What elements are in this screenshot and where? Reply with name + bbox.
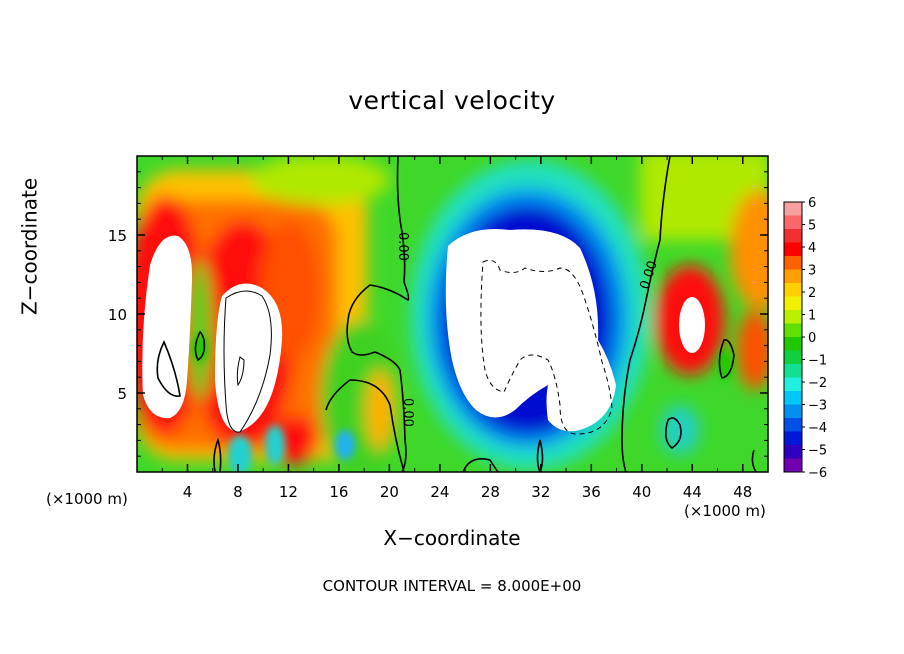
contour-lines xyxy=(156,156,757,472)
colorbar-label: 2 xyxy=(808,286,816,301)
colorbar-label: 5 xyxy=(808,219,816,234)
colorbar-swatch xyxy=(784,404,802,419)
colorbar-swatch xyxy=(784,283,802,297)
x-tick-label: 48 xyxy=(733,483,752,501)
x-tick-label: 44 xyxy=(683,483,702,501)
x-tick-label: 40 xyxy=(632,483,651,501)
colorbar-label: −4 xyxy=(808,421,827,436)
colorbar-label: −3 xyxy=(808,399,827,414)
colorbar-swatch xyxy=(784,256,802,270)
colorbar: 6 5 4 3 2 1 0 −1 −2 −3 −4 −5 −6 xyxy=(783,196,827,481)
x-tick-label: 4 xyxy=(183,483,193,501)
colorbar-swatch xyxy=(784,391,802,405)
x-tick-label: 28 xyxy=(481,483,500,501)
x-tick-label: 12 xyxy=(279,483,298,501)
contour-label: 0.00 xyxy=(395,232,410,261)
x-tick-label: 16 xyxy=(329,483,348,501)
colorbar-swatch xyxy=(784,215,802,230)
colorbar-label: 4 xyxy=(808,241,816,256)
x-tick-label: 20 xyxy=(380,483,399,501)
colorbar-label: −2 xyxy=(808,376,827,391)
x-tick-label: 32 xyxy=(531,483,550,501)
colorbar-swatch xyxy=(784,431,802,446)
x-tick-label: 24 xyxy=(430,483,449,501)
colorbar-swatch xyxy=(784,350,802,365)
colorbar-swatch xyxy=(784,445,802,459)
colorbar-swatch xyxy=(784,269,802,284)
colorbar-label: −5 xyxy=(808,444,827,459)
colorbar-swatch xyxy=(784,377,802,392)
chart-title: vertical velocity xyxy=(348,86,556,115)
colorbar-swatch xyxy=(784,323,802,338)
x-unit-label: (×1000 m) xyxy=(684,502,766,520)
y-tick-label: 10 xyxy=(108,306,127,324)
colorbar-swatch xyxy=(784,310,802,324)
colorbar-label: 3 xyxy=(808,264,816,279)
colorbar-label: 1 xyxy=(808,309,816,324)
colorbar-label: 0 xyxy=(808,331,816,346)
x-tick-label: 36 xyxy=(582,483,601,501)
colorbar-swatch xyxy=(784,458,802,473)
y-tick-label: 15 xyxy=(108,227,127,245)
x-unit-label: (×1000 m) xyxy=(46,490,128,508)
colorbar-swatch xyxy=(784,337,802,351)
colorbar-label: −1 xyxy=(808,354,827,369)
contour-label: 0.00 xyxy=(400,398,415,427)
colorbar-label: 6 xyxy=(808,196,816,211)
colorbar-swatch xyxy=(784,296,802,311)
y-tick-label: 5 xyxy=(117,385,127,403)
colorbar-swatch xyxy=(784,364,802,378)
x-tick-label: 8 xyxy=(233,483,243,501)
colorbar-label: −6 xyxy=(808,466,827,481)
y-axis-label: Z−coordinate xyxy=(17,177,42,315)
colorbar-swatch xyxy=(784,242,802,257)
x-axis-label: X−coordinate xyxy=(383,526,521,550)
colorbar-swatch xyxy=(784,418,802,432)
colorbar-swatch xyxy=(784,229,802,243)
x-axis: 4 8 12 16 20 24 28 32 36 40 44 48 xyxy=(161,156,752,501)
contour-interval-note: CONTOUR INTERVAL = 8.000E+00 xyxy=(322,577,582,595)
contour-labels: 0.00 0.00 0.00 xyxy=(395,232,661,427)
y-axis: 5 10 15 xyxy=(108,171,768,457)
colorbar-swatch xyxy=(784,202,802,216)
